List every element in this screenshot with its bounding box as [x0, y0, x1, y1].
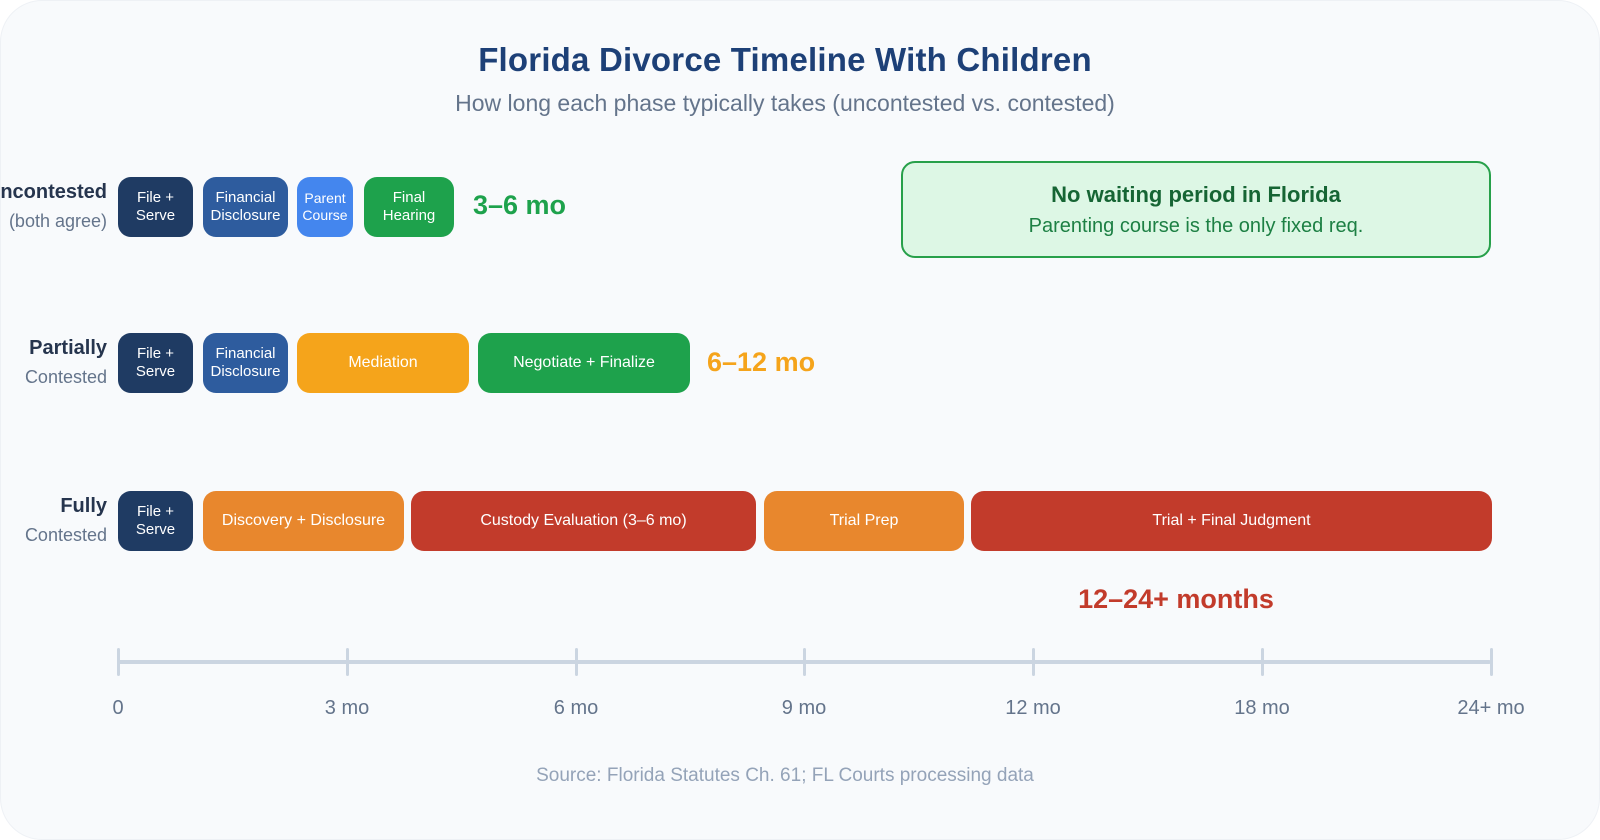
row-label-main: Uncontested — [0, 181, 107, 203]
duration-label-uncontested: 3–6 mo — [473, 190, 567, 220]
phase-bar-label: Discovery + Disclosure — [221, 511, 386, 529]
source-note: Source: Florida Statutes Ch. 61; FL Cour… — [536, 765, 1034, 786]
phase-bar-label: Financial — [215, 189, 276, 207]
phase-bar-negotiate-finalize: Negotiate + Finalize — [478, 333, 690, 393]
phase-bar-file-serve: File + Serve — [118, 333, 193, 393]
phase-bar-label: Trial Prep — [829, 511, 899, 529]
chart-title: Florida Divorce Timeline With Children — [478, 41, 1092, 78]
callout-box: No waiting period in Florida Parenting c… — [901, 161, 1491, 258]
phase-bar-label: Disclosure — [210, 363, 281, 380]
axis-tick — [802, 648, 806, 676]
phase-bar-label: Parent — [304, 190, 346, 207]
phase-bar-label: Serve — [135, 207, 176, 224]
phase-bar-final-hearing: Final Hearing — [364, 177, 454, 237]
axis-tick-label: 9 mo — [781, 697, 827, 719]
chart-subtitle: How long each phase typically takes (unc… — [455, 90, 1115, 116]
phase-bar-label: Hearing — [382, 207, 436, 224]
row-label-sub: Contested — [24, 367, 107, 387]
phase-bar-label: Trial + Final Judgment — [1152, 511, 1311, 529]
axis-tick-label: 12 mo — [1005, 697, 1061, 719]
axis-tick — [1489, 648, 1493, 676]
phase-bar-trial-prep: Trial Prep — [764, 491, 964, 551]
row-label-fully-contested: Fully Contested — [25, 491, 107, 551]
phase-bar-label: Negotiate + Finalize — [513, 353, 655, 371]
phase-bar-label: File + — [136, 503, 175, 521]
phase-bar-financial-disclosure: Financial Disclosure — [203, 177, 288, 237]
phase-bar-financial-disclosure: Financial Disclosure — [203, 333, 288, 393]
phase-bar-label: Financial — [215, 345, 276, 363]
axis-tick — [1260, 648, 1264, 676]
axis-tick-label: 18 mo — [1234, 697, 1290, 719]
callout-title: No waiting period in Florida — [1051, 181, 1341, 207]
phase-bar-label: Serve — [135, 363, 176, 380]
axis-tick-label: 3 mo — [324, 697, 370, 719]
phase-bar-label: Course — [302, 207, 348, 223]
phase-bar-parent-course: Parent Course — [297, 177, 353, 237]
row-label-partially-contested: Partially Contested — [25, 333, 107, 393]
phase-bar-mediation: Mediation — [297, 333, 469, 393]
axis-tick — [116, 648, 120, 676]
callout-subtitle: Parenting course is the only fixed req. — [1028, 214, 1364, 237]
axis-tick-label: 6 mo — [553, 697, 599, 719]
row-label-main: Fully — [60, 495, 107, 517]
row-label-main: Partially — [29, 337, 107, 359]
phase-bar-discovery-disclosure: Discovery + Disclosure — [203, 491, 404, 551]
axis-tick — [345, 648, 349, 676]
phase-bar-label: Final — [392, 189, 426, 207]
phase-bar-label: Mediation — [348, 353, 418, 371]
duration-label-fully-contested: 12–24+ months — [1078, 584, 1274, 614]
axis-tick-label: 0 — [112, 697, 124, 719]
phase-bar-label: Serve — [135, 521, 176, 538]
phase-bar-label: File + — [136, 189, 175, 207]
phase-bar-file-serve: File + Serve — [118, 491, 193, 551]
phase-bar-label: Custody Evaluation (3–6 mo) — [480, 511, 687, 529]
phase-bar-label: File + — [136, 345, 175, 363]
axis-tick — [574, 648, 578, 676]
row-label-sub: Contested — [24, 525, 107, 545]
phase-bar-custody-evaluation-3-6-mo: Custody Evaluation (3–6 mo) — [411, 491, 756, 551]
row-label-sub: (both agree) — [8, 211, 107, 231]
axis-tick-label: 24+ mo — [1457, 697, 1525, 719]
phase-bar-file-serve: File + Serve — [118, 177, 193, 237]
duration-label-partially-contested: 6–12 mo — [707, 347, 816, 377]
phase-bar-trial-final-judgment: Trial + Final Judgment — [971, 491, 1492, 551]
phase-bar-label: Disclosure — [210, 207, 281, 224]
row-label-uncontested: Uncontested (both agree) — [0, 177, 107, 237]
axis-tick — [1031, 648, 1035, 676]
